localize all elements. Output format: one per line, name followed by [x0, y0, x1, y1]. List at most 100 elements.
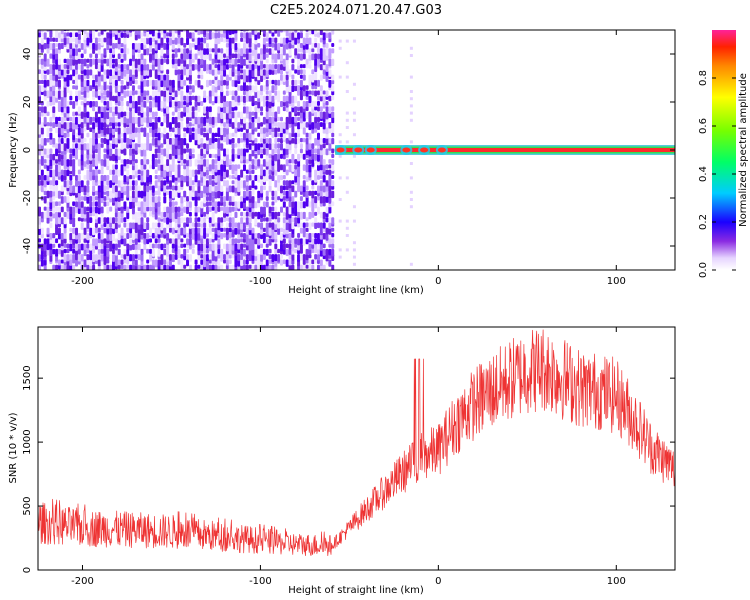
heatmap-cell — [38, 206, 41, 214]
heatmap-cell — [131, 148, 135, 155]
heatmap-cell — [114, 138, 118, 145]
x-tick-label: 0 — [435, 576, 441, 587]
heatmap-cell — [177, 42, 181, 49]
heatmap-cell — [188, 206, 192, 211]
heatmap-cell — [314, 116, 318, 124]
heatmap-cell — [114, 254, 118, 262]
heatmap-cell — [282, 196, 286, 201]
heatmap-cell — [157, 227, 161, 235]
heatmap-cell — [97, 79, 101, 87]
heatmap-cell — [251, 174, 255, 180]
heatmap-cell — [66, 32, 70, 37]
heatmap-cell — [316, 122, 320, 130]
heatmap-cell — [288, 143, 292, 151]
heatmap-cell — [131, 111, 135, 117]
heatmap-cell — [117, 190, 121, 198]
heatmap-cell — [257, 132, 261, 137]
heatmap-cell — [205, 254, 209, 262]
heatmap-cell — [60, 169, 64, 176]
heatmap-cell — [248, 74, 252, 83]
heatmap-cell — [171, 248, 175, 254]
heatmap-cell — [52, 138, 56, 145]
heatmap-cell — [237, 111, 241, 118]
heatmap-cell — [186, 30, 190, 34]
heatmap-cell — [308, 164, 312, 173]
heatmap-cell — [157, 159, 161, 164]
heatmap-cell — [157, 185, 161, 194]
heatmap-cell — [38, 69, 41, 75]
heatmap-cell — [75, 132, 79, 138]
heatmap-cell — [217, 58, 221, 64]
heatmap-cell — [231, 254, 235, 259]
heatmap-cell — [200, 143, 204, 148]
heatmap-cell — [203, 58, 207, 67]
heatmap-cell — [331, 74, 335, 81]
heatmap-cell — [319, 138, 323, 145]
heatmap-cell — [297, 106, 301, 112]
heatmap-cell — [205, 106, 209, 112]
heatmap-cell — [112, 48, 116, 55]
heatmap-cell — [97, 132, 101, 139]
heatmap-cell — [352, 133, 356, 137]
heatmap-cell — [302, 180, 306, 187]
heatmap-cell — [166, 217, 170, 225]
heatmap-cell — [288, 164, 292, 173]
heatmap-cell — [285, 153, 289, 158]
heatmap-cell — [38, 85, 41, 93]
heatmap-cell — [83, 143, 87, 151]
heatmap-cell — [409, 104, 413, 108]
heatmap-cell — [282, 227, 286, 235]
heatmap-cell — [242, 30, 246, 32]
heatmap-cell — [120, 148, 124, 154]
heatmap-cell — [66, 116, 70, 122]
heatmap-cell — [285, 211, 289, 220]
heatmap-cell — [288, 132, 292, 141]
heatmap-cell — [234, 201, 238, 208]
heatmap-cell — [274, 164, 278, 171]
heatmap-cell — [80, 196, 84, 201]
heatmap-cell — [291, 217, 295, 223]
heatmap-cell — [262, 116, 266, 125]
heatmap-cell — [92, 211, 96, 217]
heatmap-cell — [146, 116, 150, 124]
heatmap-cell — [103, 69, 107, 75]
heatmap-cell — [134, 90, 138, 95]
heatmap-cell — [208, 106, 212, 113]
heatmap-cell — [242, 32, 246, 39]
heatmap-cell — [137, 243, 141, 251]
heatmap-cell — [77, 196, 81, 202]
heatmap-cell — [134, 211, 138, 219]
heatmap-cell — [220, 264, 224, 270]
heatmap-cell — [308, 132, 312, 140]
heatmap-cell — [248, 85, 252, 91]
heatmap-cell — [131, 190, 135, 199]
heatmap-cell — [49, 95, 53, 103]
heatmap-cell — [242, 95, 246, 103]
heatmap-cell — [262, 42, 266, 51]
heatmap-cell — [129, 254, 133, 262]
heatmap-cell — [268, 206, 272, 214]
heatmap-cell — [52, 122, 56, 129]
heatmap-cell — [262, 64, 266, 69]
y-tick-label: 40 — [22, 48, 33, 61]
heatmap-cell — [140, 201, 144, 209]
heatmap-cell — [338, 133, 342, 137]
heatmap-cell — [254, 174, 258, 182]
heatmap-cell — [308, 48, 312, 56]
heatmap-cell — [220, 196, 224, 203]
heatmap-cell — [251, 254, 255, 261]
heatmap-cell — [245, 122, 249, 130]
heatmap-cell — [103, 264, 107, 270]
heatmap-cell — [75, 85, 79, 90]
heatmap-cell — [174, 90, 178, 98]
heatmap-cell — [94, 254, 98, 261]
heatmap-cell — [75, 206, 79, 214]
heatmap-cell — [197, 116, 201, 125]
heatmap-cell — [92, 58, 96, 65]
heatmap-cell — [205, 64, 209, 71]
heatmap-cell — [314, 64, 318, 73]
heatmap-cell — [183, 111, 187, 117]
heatmap-cell — [89, 201, 93, 208]
heatmap-cell — [177, 101, 181, 109]
heatmap-cell — [291, 206, 295, 214]
